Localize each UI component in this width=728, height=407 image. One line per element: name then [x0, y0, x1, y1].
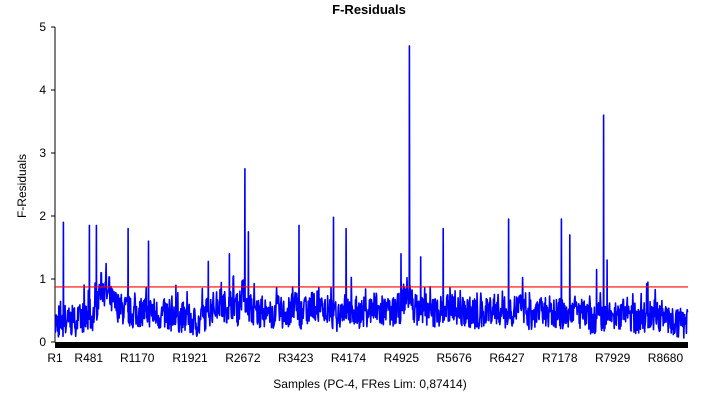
x-axis-label: Samples (PC-4, FRes Lim: 0,87414) — [273, 377, 466, 391]
x-tick-label: R8680 — [648, 351, 684, 365]
y-tick-label: 0 — [39, 335, 46, 349]
plot-area: 0 1 2 3 4 5 R1 R481 R1170 R1921 R2672 R3423 R4174 R49… — [39, 20, 689, 365]
residuals-series-line — [54, 45, 689, 339]
y-tick-label: 1 — [39, 272, 46, 286]
y-tick-label: 4 — [39, 83, 46, 97]
chart-title: F-Residuals — [332, 2, 406, 17]
y-tick-label: 2 — [39, 209, 46, 223]
y-axis-label: F-Residuals — [15, 154, 29, 218]
x-tick-label: R1921 — [172, 351, 208, 365]
x-tick-label: R4174 — [331, 351, 367, 365]
x-tick-label: R7929 — [595, 351, 631, 365]
x-tick-label: R3423 — [278, 351, 314, 365]
x-tick-label: R2672 — [225, 351, 261, 365]
x-tick-label: R1 — [47, 351, 63, 365]
y-tick-label: 3 — [39, 146, 46, 160]
x-tick-label: R1170 — [120, 351, 155, 365]
x-tick-label: R6427 — [489, 351, 525, 365]
x-axis-bar — [55, 342, 688, 348]
x-tick-label: R4925 — [384, 351, 420, 365]
x-tick-label: R7178 — [542, 351, 578, 365]
x-tick-label: R5676 — [436, 351, 472, 365]
y-tick-label: 5 — [39, 20, 46, 34]
x-tick-label: R481 — [74, 351, 103, 365]
